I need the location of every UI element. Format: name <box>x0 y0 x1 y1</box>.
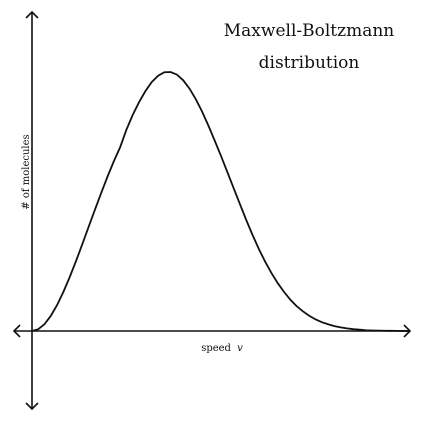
y-axis-label: # of molecules <box>21 134 32 209</box>
chart-title-line-1: Maxwell-Boltzmann <box>224 21 395 41</box>
x-axis-label-variable: v <box>237 343 243 354</box>
x-axis-label-text: speed <box>201 343 231 354</box>
chart-title: Maxwell-Boltzmann distribution <box>224 21 395 73</box>
chart-title-line-2: distribution <box>259 53 360 73</box>
distribution-curve <box>31 71 411 332</box>
x-axis-left-arrow <box>12 324 21 338</box>
y-axis-top-arrow <box>25 10 39 19</box>
axes <box>12 10 412 411</box>
x-axis-label: speed v <box>201 343 243 354</box>
y-axis-bottom-arrow <box>25 402 39 411</box>
